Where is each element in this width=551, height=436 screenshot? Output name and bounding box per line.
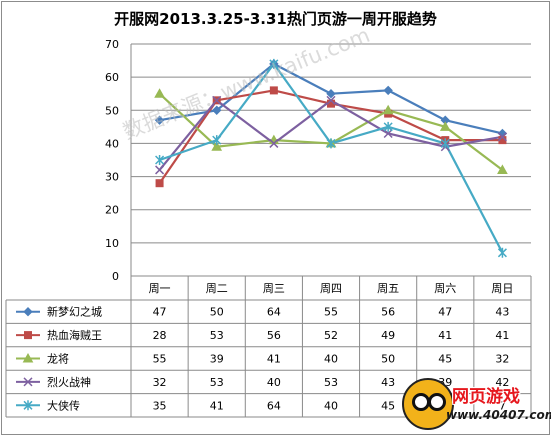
data-point [155,179,164,188]
table-cell: 28 [153,329,167,342]
table-cell: 64 [267,399,281,412]
y-axis: 0 10 20 30 40 50 60 70 [105,38,132,283]
table-cell: 43 [381,376,395,389]
data-point [269,86,278,95]
legend-label: 热血海贼王 [47,328,102,342]
y-tick-label: 60 [105,71,119,84]
y-tick-label: 70 [105,38,119,51]
table-cell: 49 [381,329,395,342]
chart-title: 开服网2013.3.25-3.31热门页游一周开服趋势 [114,10,437,28]
table-cell: 43 [495,306,509,319]
gridlines [131,43,531,277]
table-cell: 64 [267,306,281,319]
legend-label: 新梦幻之城 [47,305,102,319]
table-cell: 50 [210,306,224,319]
data-point [269,58,279,69]
x-tick-label: 周四 [320,282,342,295]
table-cell: 52 [324,329,338,342]
data-point [154,88,165,98]
table-cell: 53 [324,376,338,389]
x-tick-label: 周日 [491,282,513,295]
legend-label: 烈火战神 [47,375,91,389]
x-tick-label: 周六 [434,282,456,295]
data-point [155,155,165,165]
x-tick-label: 周五 [377,282,399,295]
table-cell: 56 [381,306,395,319]
y-tick-label: 20 [105,204,119,217]
data-point [497,164,508,174]
logo-badge[interactable]: 网页游戏 www.40407.com [402,378,551,432]
table-cell: 41 [438,329,452,342]
table-cell: 7 [499,399,506,412]
data-point [154,115,165,125]
table-cell: 45 [438,353,452,366]
x-tick-label: 周二 [206,282,228,295]
series-markers [154,58,508,258]
y-tick-label: 50 [105,104,119,117]
data-point [23,377,33,387]
y-tick-label: 30 [105,171,119,184]
mascot-icon [402,378,454,430]
table-cell: 35 [153,399,167,412]
table-cell: 32 [153,376,167,389]
table-cell: 40 [324,353,338,366]
x-tick-label: 周三 [263,282,285,295]
table-cell: 42 [495,376,509,389]
data-point [497,132,507,142]
table-cell: 41 [210,399,224,412]
data-point [23,400,33,411]
data-point [269,138,279,148]
table-cell: 41 [267,353,281,366]
table-cell: 39 [210,353,224,366]
data-point [212,105,222,115]
table-cell: 40 [324,399,338,412]
y-tick-label: 10 [105,237,119,250]
logo-text: 网页游戏 [452,387,520,407]
data-point [24,331,32,340]
data-point [383,128,393,139]
data-point [383,121,393,132]
data-point [155,165,165,175]
logo-url: www.40407.com [446,408,551,422]
table-cell: 50 [381,353,395,366]
data-point [212,135,222,146]
data-point [326,138,336,149]
data-point [326,89,336,99]
data-point [23,306,33,317]
data-point [440,138,450,149]
table-cell: 47 [153,306,167,319]
data-point [497,247,507,258]
table-cell: 45 [381,399,395,412]
data-point [383,85,393,96]
table-cell: 40 [267,376,281,389]
table-cell: 32 [495,353,509,366]
y-tick-label: 0 [112,270,119,283]
table-cell: 53 [210,329,224,342]
y-tick-label: 40 [105,137,119,150]
table-cell: 53 [210,376,224,389]
table-cell: 41 [495,329,509,342]
data-point [211,141,223,151]
table-cell: 55 [153,353,167,366]
data-point [22,352,34,363]
data-point [439,121,451,131]
data-point [326,95,336,105]
legend-label: 大侠传 [47,398,80,412]
legend-label: 龙将 [47,353,69,366]
table-cell: 55 [324,306,338,319]
data-point [382,104,394,115]
table-cell: 47 [438,306,452,319]
table-cell: 56 [267,329,281,342]
x-tick-label: 周一 [149,282,171,295]
data-point [212,95,222,105]
